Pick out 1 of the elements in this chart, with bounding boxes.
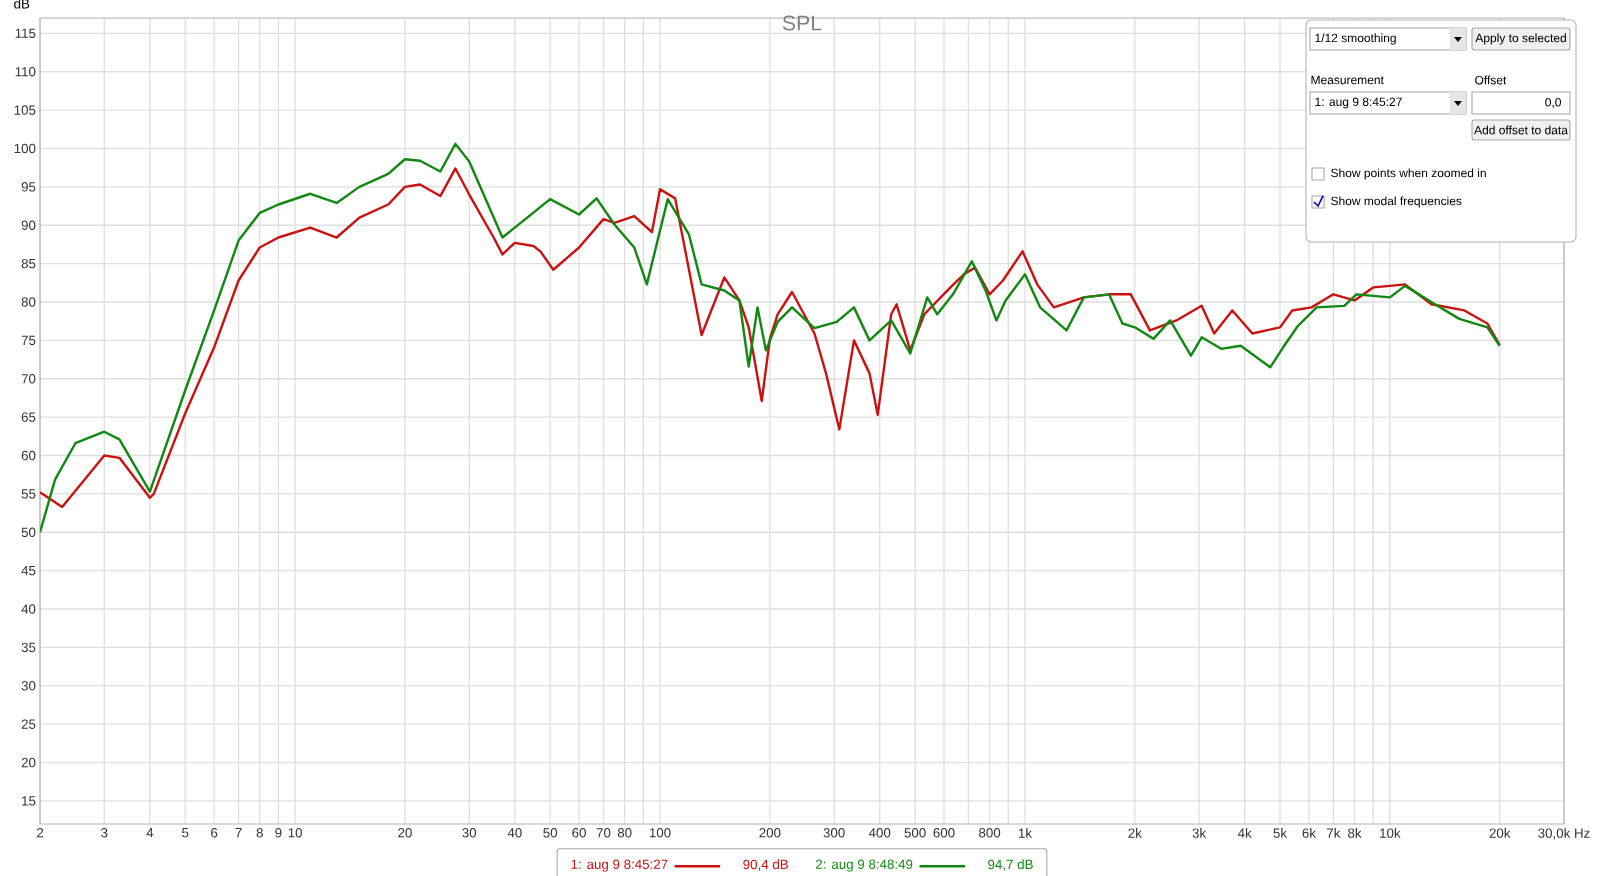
chart-title: SPL bbox=[782, 15, 822, 31]
